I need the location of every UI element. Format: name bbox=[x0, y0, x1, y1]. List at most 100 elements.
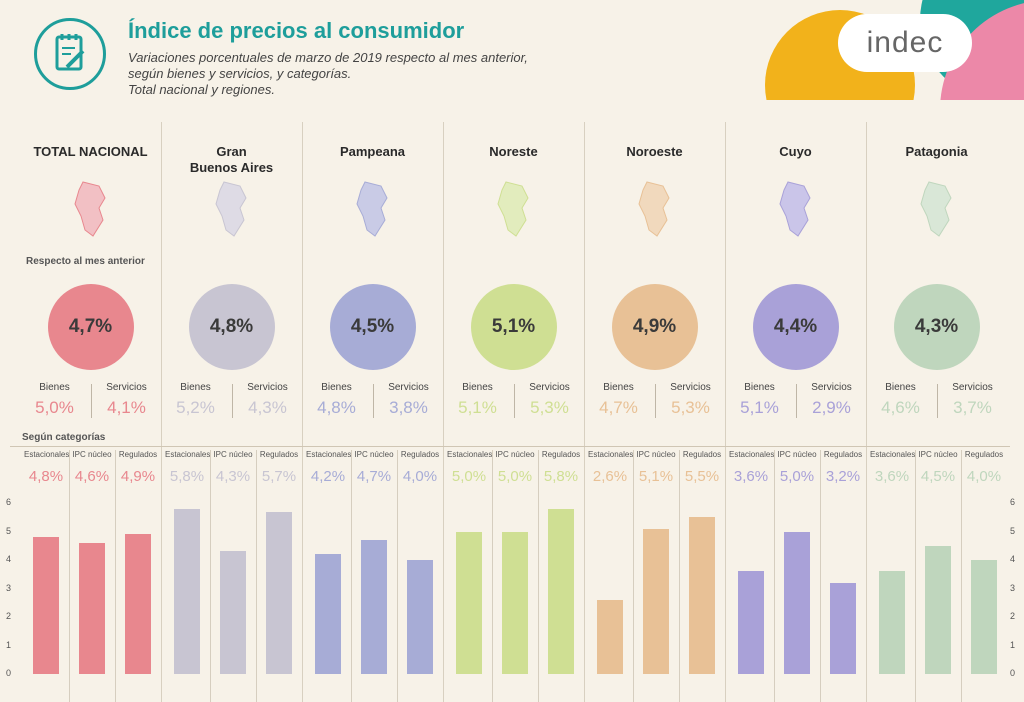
document-edit-icon bbox=[34, 18, 106, 90]
chart-bar bbox=[456, 531, 482, 674]
chart-bar bbox=[174, 508, 200, 674]
column-divider bbox=[161, 122, 162, 702]
region-total-circle: 4,7% bbox=[47, 284, 134, 370]
column-divider bbox=[302, 122, 303, 702]
region-total-circle: 4,4% bbox=[752, 284, 839, 370]
subtitle-line: Total nacional y regiones. bbox=[128, 82, 275, 97]
category-label: IPC núcleo bbox=[918, 450, 958, 459]
header: Índice de precios al consumidor Variacio… bbox=[0, 0, 1024, 110]
y-axis-tick-left: 0 bbox=[6, 668, 12, 678]
category-label: Regulados bbox=[964, 450, 1004, 459]
category-value: 5,1% bbox=[638, 468, 674, 485]
chart-bar bbox=[925, 545, 951, 674]
category-divider bbox=[256, 450, 257, 702]
region-name: Gran Buenos Aires bbox=[189, 144, 274, 175]
chart-bar bbox=[407, 560, 433, 674]
category-label: Regulados bbox=[259, 450, 299, 459]
category-label: IPC núcleo bbox=[777, 450, 817, 459]
category-value: 4,3% bbox=[215, 468, 251, 485]
region-total-circle: 5,1% bbox=[470, 284, 557, 370]
chart-bar bbox=[33, 537, 59, 674]
region-total-circle: 4,3% bbox=[893, 284, 980, 370]
logo-background bbox=[750, 0, 1024, 100]
region-column: Pampeana 4,5% Bienes Servicios 4,8% 3,8% Estac… bbox=[302, 122, 443, 702]
category-divider bbox=[774, 450, 775, 702]
bs-divider bbox=[795, 384, 797, 418]
region-map-icon bbox=[492, 180, 536, 245]
region-column: Gran Buenos Aires 4,8% Bienes Servicios 5,2% 4… bbox=[161, 122, 302, 702]
categorias-label: Según categorías bbox=[22, 432, 106, 443]
category-label: IPC núcleo bbox=[495, 450, 535, 459]
chart-bar bbox=[879, 571, 905, 674]
chart-bar bbox=[643, 528, 669, 674]
bs-divider bbox=[513, 384, 515, 418]
bienes-value: 5,1% bbox=[458, 398, 497, 417]
category-label: Estacionales bbox=[870, 450, 916, 459]
chart-bar bbox=[361, 540, 387, 674]
column-divider bbox=[725, 122, 726, 702]
category-value: 4,9% bbox=[120, 468, 156, 485]
region-name: Noreste bbox=[489, 144, 538, 159]
category-label: Estacionales bbox=[588, 450, 634, 459]
servicios-value: 5,3% bbox=[530, 398, 569, 417]
region-map-icon bbox=[774, 180, 818, 245]
subtitle-line: según bienes y servicios, y categorías. bbox=[128, 66, 352, 81]
region-map-icon bbox=[915, 180, 959, 245]
category-label: Estacionales bbox=[729, 450, 775, 459]
category-label: Estacionales bbox=[306, 450, 352, 459]
servicios-value: 5,3% bbox=[671, 398, 710, 417]
bienes-value: 4,7% bbox=[599, 398, 638, 417]
y-axis-tick-left: 3 bbox=[6, 582, 12, 593]
category-label: Regulados bbox=[541, 450, 581, 459]
y-axis-tick-right: 6 bbox=[1010, 497, 1016, 507]
servicios-label: Servicios bbox=[388, 382, 429, 393]
servicios-value: 3,7% bbox=[953, 398, 992, 417]
region-name: Pampeana bbox=[339, 144, 406, 159]
region-column: Noroeste 4,9% Bienes Servicios 4,7% 5,3% Estac… bbox=[584, 122, 725, 702]
category-divider bbox=[397, 450, 398, 702]
y-axis-tick-right: 3 bbox=[1010, 582, 1016, 593]
category-value: 5,5% bbox=[684, 468, 720, 485]
region-name: Noroeste bbox=[626, 144, 683, 159]
category-value: 4,5% bbox=[920, 468, 956, 485]
category-label: Estacionales bbox=[447, 450, 493, 459]
category-value: 4,2% bbox=[310, 468, 346, 485]
servicios-label: Servicios bbox=[247, 382, 288, 393]
region-name: TOTAL NACIONAL bbox=[33, 144, 148, 159]
category-value: 5,7% bbox=[261, 468, 297, 485]
category-label: Regulados bbox=[118, 450, 158, 459]
region-column: TOTAL NACIONAL 4,7% Bienes Servicios 5,0% 4,1… bbox=[20, 122, 161, 702]
region-map-icon bbox=[633, 180, 677, 245]
category-value: 3,6% bbox=[874, 468, 910, 485]
category-label: Regulados bbox=[682, 450, 722, 459]
servicios-value: 3,8% bbox=[389, 398, 428, 417]
category-value: 4,7% bbox=[356, 468, 392, 485]
region-total-circle: 4,8% bbox=[188, 284, 275, 370]
chart-bar bbox=[266, 511, 292, 674]
region-map-icon bbox=[351, 180, 395, 245]
bienes-value: 5,2% bbox=[176, 398, 215, 417]
bs-divider bbox=[936, 384, 938, 418]
indec-logo: indec bbox=[838, 14, 972, 72]
bienes-value: 5,0% bbox=[35, 398, 74, 417]
category-label: IPC núcleo bbox=[636, 450, 676, 459]
category-value: 2,6% bbox=[592, 468, 628, 485]
servicios-label: Servicios bbox=[106, 382, 147, 393]
servicios-label: Servicios bbox=[529, 382, 570, 393]
y-axis-tick-left: 6 bbox=[6, 497, 12, 507]
category-divider bbox=[115, 450, 116, 702]
category-label: Regulados bbox=[823, 450, 863, 459]
chart-bar bbox=[220, 551, 246, 674]
y-axis-tick-left: 2 bbox=[6, 611, 12, 621]
chart-bar bbox=[971, 560, 997, 674]
bienes-label: Bienes bbox=[603, 382, 634, 393]
category-value: 5,0% bbox=[497, 468, 533, 485]
bs-divider bbox=[372, 384, 374, 418]
category-divider bbox=[69, 450, 70, 702]
category-label: Estacionales bbox=[165, 450, 211, 459]
bienes-value: 4,8% bbox=[317, 398, 356, 417]
category-value: 3,6% bbox=[733, 468, 769, 485]
category-label: IPC núcleo bbox=[213, 450, 253, 459]
chart-bar bbox=[830, 582, 856, 674]
region-total-circle: 4,9% bbox=[611, 284, 698, 370]
